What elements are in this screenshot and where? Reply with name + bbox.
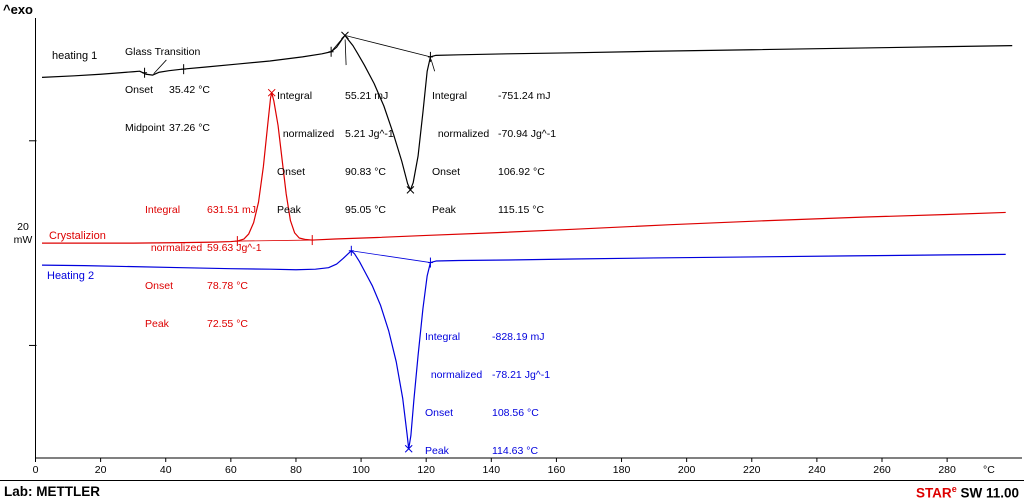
scale-bar-value: 20 [17,221,29,233]
x-tick-label: 160 [548,464,566,476]
exo-axis-label: ^exo [3,2,33,17]
brand-star-sup: e [951,484,957,494]
x-tick-label: 120 [417,464,435,476]
annotation-row: normalized -78.21 Jg^-1 [425,368,551,381]
curve-label-crystallization: Crystalizion [49,230,106,242]
x-tick-label: 100 [352,464,370,476]
curve-label-heating1: heating 1 [52,50,98,62]
x-tick-label: 200 [678,464,696,476]
annotation-row: Integral -828.19 mJ [425,331,545,344]
annotation-heating1-melting: Integral -751.24 mJ normalized -70.94 Jg^-… [432,65,556,241]
annotation-row: Integral 631.51 mJ [145,204,257,217]
x-tick-label: 260 [873,464,891,476]
x-axis-unit-label: °C [983,464,995,476]
series-curve-crystallization [42,92,1006,244]
x-tick-label: 140 [483,464,501,476]
x-tick-label: 40 [160,464,172,476]
x-tick-label: 280 [938,464,956,476]
annotation-row: Peak 95.05 °C [277,203,386,216]
brand-star: STAR [915,485,952,501]
leader-line [430,59,436,72]
x-tick-label: 240 [808,464,826,476]
series-curve-heating2 [42,250,1006,450]
annotation-row: normalized 5.21 Jg^-1 [277,127,394,140]
peak-marker [406,186,415,194]
annotation-row: Integral -751.24 mJ [432,90,551,103]
annotation-row: normalized -70.94 Jg^-1 [432,127,557,140]
annotation-crystallization-peak: Integral 631.51 mJ normalized 59.63 Jg^-1 … [145,179,262,355]
annotation-title: Glass Transition [125,46,201,59]
integration-baseline [351,250,431,263]
annotation-row: Integral 55.21 mJ [277,90,389,103]
annotation-row: Onset 90.83 °C [277,165,386,178]
x-tick-label: 220 [743,464,761,476]
scale-bar-label: 20 mW [10,221,36,247]
integration-baseline [237,239,313,242]
peak-marker [404,444,413,453]
x-tick-label: 20 [95,464,107,476]
curve-label-heating2: Heating 2 [47,270,95,282]
annotation-row: Peak 115.15 °C [432,203,545,216]
scale-bar-unit: mW [13,234,33,246]
peak-marker [267,88,276,97]
peak-marker [341,31,349,40]
annotation-row: Onset 106.92 °C [432,165,545,178]
annotation-glass-transition: Glass Transition Onset 35.42 °C Midpoint 3… [125,21,210,160]
leader-line [344,39,347,66]
series-curve-heating1 [41,34,1013,191]
annotation-row: Midpoint 37.26 °C [125,121,210,134]
leader-line [153,59,167,75]
annotation-row: Onset 78.78 °C [145,279,248,292]
x-tick-label: 0 [33,464,39,476]
footer-software-label: STARe SW 11.00 [916,484,1019,501]
x-tick-label: 180 [613,464,631,476]
annotation-row: normalized 59.63 Jg^-1 [145,241,262,254]
annotation-row: Peak 72.55 °C [145,317,248,330]
footer-lab-label: Lab: METTLER [4,484,100,499]
annotation-heating2-melting: Integral -828.19 mJ normalized -78.21 Jg^-… [425,306,550,482]
x-tick-label: 60 [225,464,237,476]
annotation-heating1-cold-crystallization: Integral 55.21 mJ normalized 5.21 Jg^-1 On… [277,65,394,241]
annotation-row: Onset 108.56 °C [425,406,539,419]
annotation-row: Peak 114.63 °C [425,444,539,457]
dsc-chart-canvas: 0 20 40 60 80 100 120 140 160 180 200 220 240 260 280 °… [29,18,1022,476]
annotation-row: Onset 35.42 °C [125,83,210,96]
footer-divider [0,480,1024,481]
brand-software-version: SW 11.00 [956,485,1019,501]
x-tick-label: 80 [290,464,302,476]
